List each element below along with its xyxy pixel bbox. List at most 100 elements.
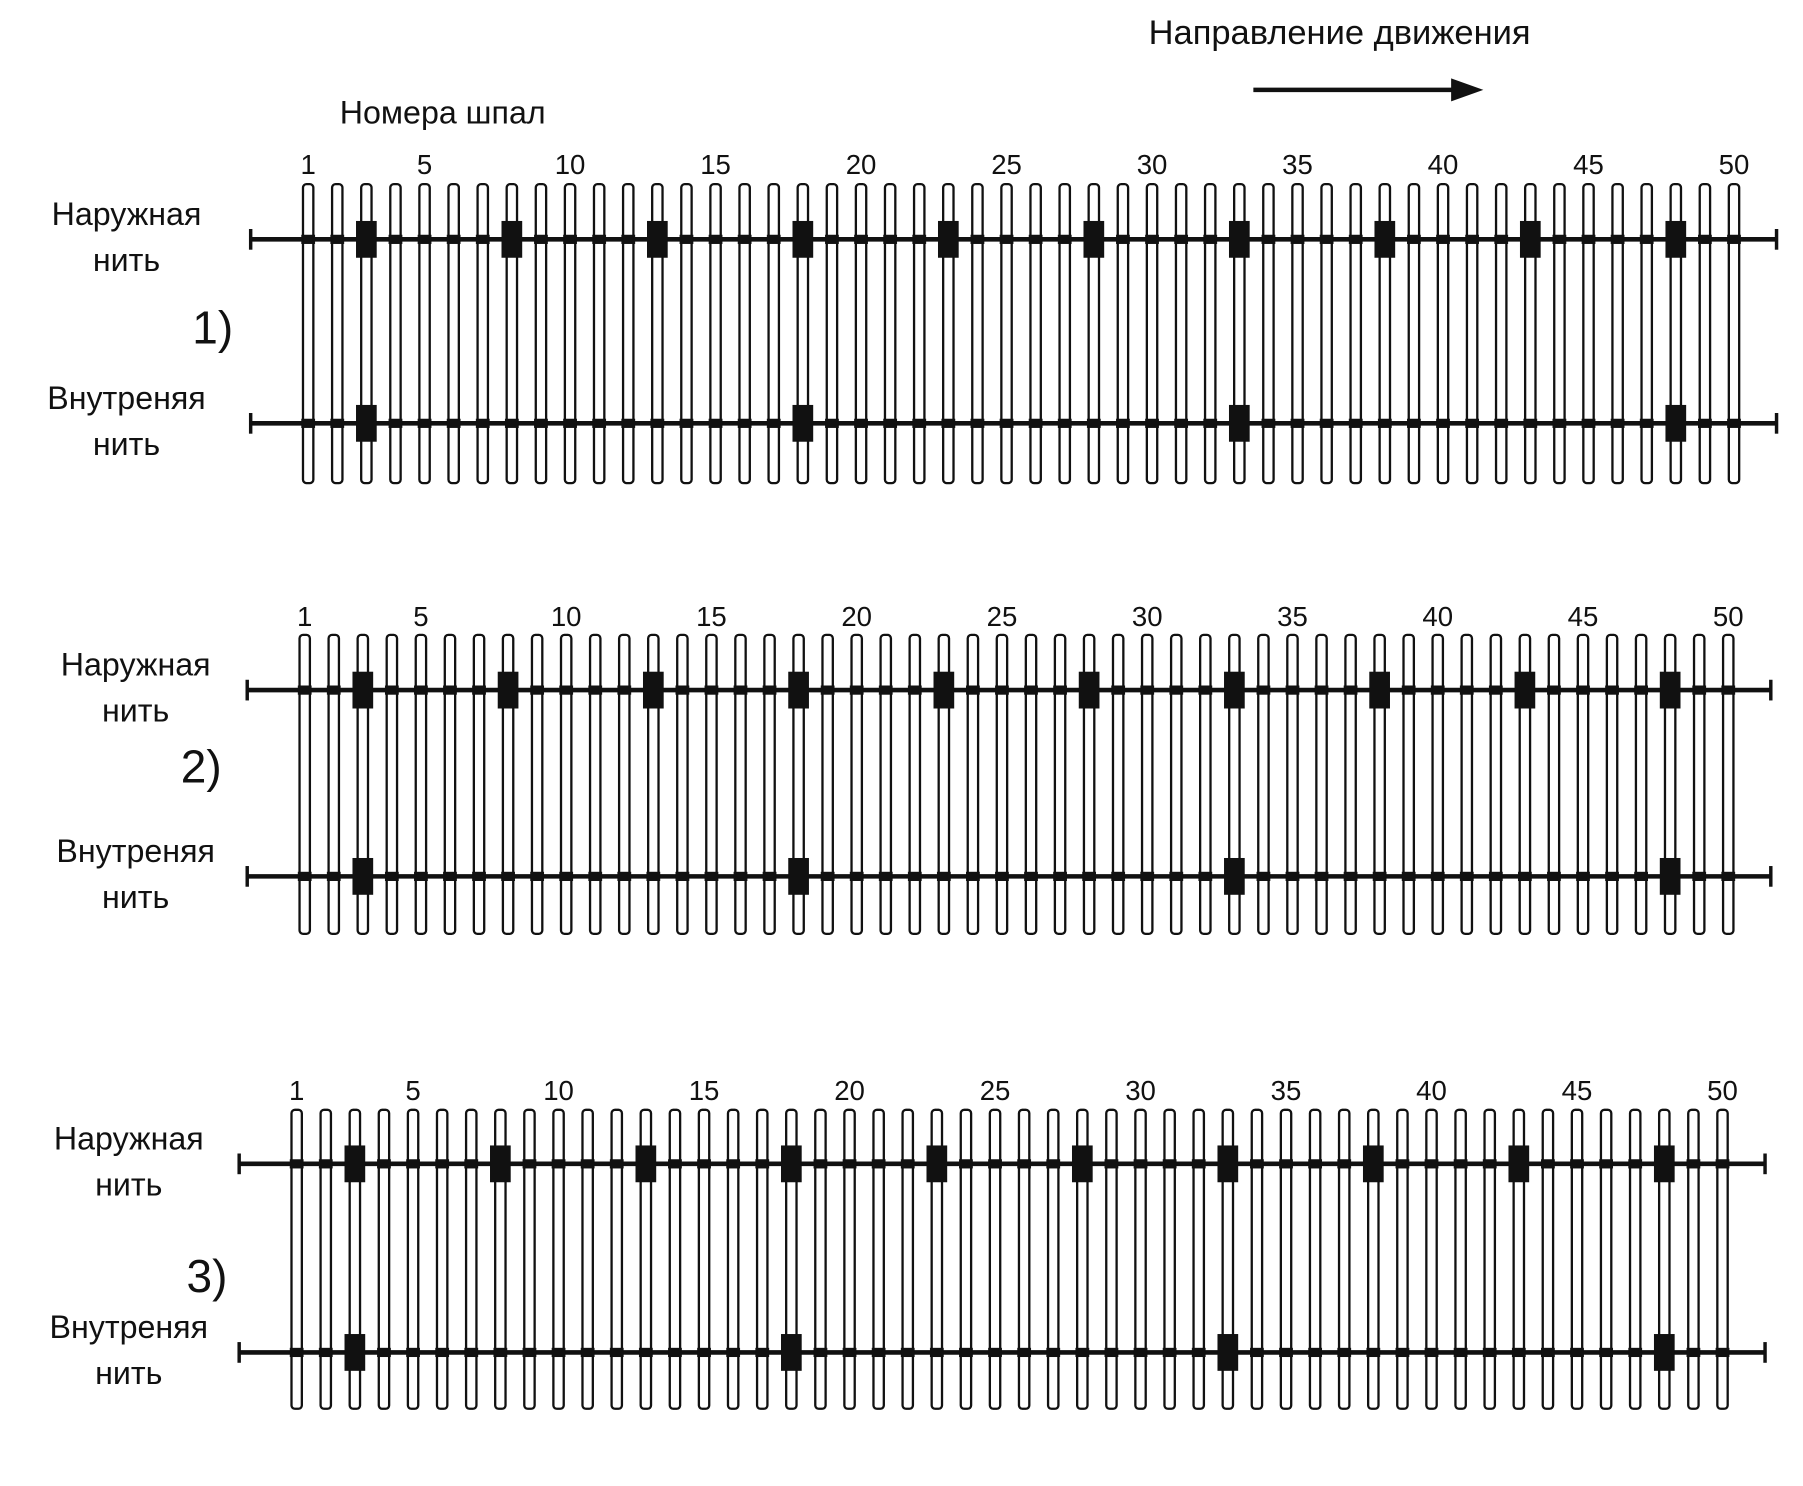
sleeper — [1378, 183, 1392, 485]
sleeper — [738, 183, 751, 485]
sleeper — [1105, 1108, 1118, 1410]
fastening — [1133, 1347, 1148, 1358]
sleeper — [530, 633, 544, 936]
fastening — [1570, 1159, 1584, 1169]
rail-joint — [1217, 1145, 1239, 1183]
rail-joint — [635, 1145, 657, 1183]
sleeper — [1315, 633, 1328, 936]
fastening — [668, 1347, 682, 1358]
fastening — [1581, 418, 1596, 428]
fastening — [755, 1347, 770, 1358]
sleeper — [1553, 183, 1566, 485]
fastening — [638, 1347, 653, 1358]
fastening — [1488, 871, 1503, 881]
fastening — [1541, 1347, 1555, 1358]
sleeper — [377, 1108, 391, 1410]
fastening — [534, 418, 548, 428]
fastening — [1581, 234, 1596, 244]
fastening — [1547, 685, 1561, 695]
sleeper-number: 1 — [300, 149, 315, 180]
sleeper — [966, 633, 980, 936]
fastening — [1319, 234, 1334, 244]
fastening — [1104, 1159, 1119, 1169]
sleeper — [901, 1108, 915, 1410]
sleeper — [1518, 633, 1532, 936]
fastening — [1628, 1159, 1643, 1169]
fastening — [959, 1159, 973, 1169]
direction-arrow — [1253, 78, 1484, 102]
fastening — [1191, 1347, 1206, 1358]
sleeper — [1460, 633, 1474, 936]
fastening — [1395, 1159, 1410, 1169]
rail-joint — [1228, 220, 1250, 258]
sleeper-number: 5 — [413, 601, 428, 632]
fastening — [1494, 418, 1509, 428]
sleeper — [988, 1108, 1002, 1410]
fastening — [733, 685, 748, 695]
sleeper — [563, 183, 577, 485]
fastening — [493, 1347, 508, 1358]
sleeper — [1262, 183, 1275, 485]
rail-label: нить — [95, 1355, 162, 1391]
sleeper — [552, 1108, 565, 1410]
fastening — [1308, 1347, 1323, 1358]
fastening — [1337, 1159, 1352, 1169]
rail-joint — [1224, 857, 1245, 895]
sleeper — [942, 183, 955, 485]
fastening — [1628, 1347, 1643, 1358]
sleeper — [1279, 1108, 1293, 1410]
sleeper-number: 30 — [1132, 601, 1163, 632]
fastening — [1203, 234, 1218, 244]
fastening — [1308, 1159, 1323, 1169]
fastening — [534, 234, 548, 244]
fastening — [1348, 234, 1363, 244]
sleeper — [1291, 183, 1304, 485]
fastening — [1348, 418, 1363, 428]
fastening — [1424, 1159, 1439, 1169]
sleeper — [1373, 633, 1386, 936]
fastening — [675, 871, 690, 881]
sleeper — [1698, 183, 1712, 485]
rail-joint — [937, 220, 959, 258]
fastening — [1145, 418, 1159, 428]
rail-joint — [1217, 1334, 1239, 1371]
fastening — [472, 871, 486, 881]
sleeper — [1053, 633, 1067, 936]
rail-label: нить — [102, 879, 169, 915]
fastening — [1576, 871, 1590, 881]
fastening — [1372, 871, 1387, 881]
fastening — [733, 871, 748, 881]
fastening — [1517, 871, 1532, 881]
fastening — [446, 234, 461, 244]
rail-joint — [352, 671, 374, 709]
fastening — [1686, 1159, 1701, 1169]
fastening — [1610, 234, 1625, 244]
fastening — [871, 1347, 886, 1358]
fastening — [443, 685, 457, 695]
sleeper — [1087, 183, 1101, 485]
sleeper — [1454, 1108, 1467, 1410]
fastening — [522, 1159, 537, 1169]
sleeper — [1547, 633, 1561, 936]
fastening — [1430, 685, 1445, 695]
sleeper-number: 1 — [289, 1075, 304, 1106]
fastening — [675, 685, 690, 695]
fastening — [1552, 234, 1567, 244]
panel-label: 3) — [187, 1250, 228, 1302]
rail-joint — [1078, 671, 1100, 709]
sleeper — [1727, 183, 1741, 485]
fastening — [1174, 418, 1189, 428]
sleeper — [1076, 1108, 1089, 1410]
fastening — [1024, 871, 1038, 881]
fastening — [766, 418, 781, 428]
rail-joint — [1224, 671, 1245, 709]
direction-label: Направление движения — [1149, 14, 1531, 52]
fastening — [559, 685, 574, 695]
fastening — [1046, 1347, 1061, 1358]
rail-label: Внутреняя — [56, 833, 215, 869]
fastening — [970, 418, 985, 428]
sleeper — [617, 633, 631, 936]
fastening — [406, 1159, 420, 1169]
